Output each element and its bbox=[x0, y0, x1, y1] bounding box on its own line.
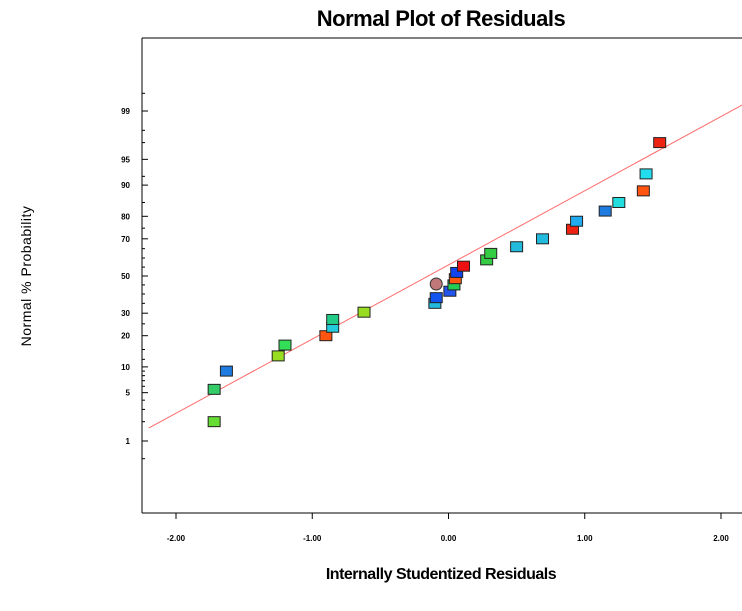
data-point bbox=[278, 339, 292, 351]
x-tick-label: -2.00 bbox=[167, 534, 186, 543]
y-tick-label: 1 bbox=[126, 437, 131, 446]
x-axis-label: Internally Studentized Residuals bbox=[325, 566, 557, 583]
points-layer bbox=[207, 137, 667, 428]
data-point bbox=[207, 383, 221, 395]
y-tick-label: 50 bbox=[121, 272, 130, 281]
data-point bbox=[639, 168, 653, 180]
data-point bbox=[510, 241, 524, 253]
x-tick-label: 0.00 bbox=[441, 534, 457, 543]
data-point bbox=[357, 306, 371, 318]
reference-line bbox=[148, 104, 742, 429]
axes bbox=[141, 37, 742, 514]
chart-title: Normal Plot of Residuals bbox=[316, 6, 566, 31]
y-tick-label: 99 bbox=[121, 107, 130, 116]
data-point bbox=[326, 313, 340, 325]
x-ticks: -2.00 -1.00 0.00 1.00 2.00 bbox=[167, 513, 729, 543]
y-tick-label: 95 bbox=[121, 155, 130, 164]
y-tick-label: 80 bbox=[121, 212, 130, 221]
data-point bbox=[271, 350, 285, 362]
data-point bbox=[456, 260, 470, 272]
data-point bbox=[536, 233, 550, 245]
x-tick-label: 2.00 bbox=[713, 534, 729, 543]
data-point bbox=[319, 330, 333, 342]
data-point bbox=[429, 292, 443, 304]
data-point bbox=[484, 247, 498, 259]
data-point bbox=[207, 416, 221, 428]
data-point bbox=[612, 196, 626, 208]
reference-line-layer bbox=[148, 104, 742, 429]
y-tick-label: 20 bbox=[121, 332, 130, 341]
data-point bbox=[570, 215, 584, 227]
y-ticks: 1 5 10 20 30 50 70 80 90 95 99 bbox=[121, 92, 148, 460]
y-tick-label: 30 bbox=[121, 309, 130, 318]
x-tick-label: 1.00 bbox=[577, 534, 593, 543]
y-tick-label: 10 bbox=[121, 363, 130, 372]
data-point bbox=[598, 205, 612, 217]
data-point bbox=[653, 137, 667, 149]
data-point bbox=[636, 185, 650, 197]
y-tick-label: 70 bbox=[121, 235, 130, 244]
y-tick-label: 5 bbox=[126, 389, 131, 398]
data-point bbox=[219, 365, 233, 377]
data-point bbox=[429, 277, 443, 291]
y-tick-label: 90 bbox=[121, 181, 130, 190]
x-tick-label: -1.00 bbox=[303, 534, 322, 543]
data-point bbox=[450, 266, 464, 278]
